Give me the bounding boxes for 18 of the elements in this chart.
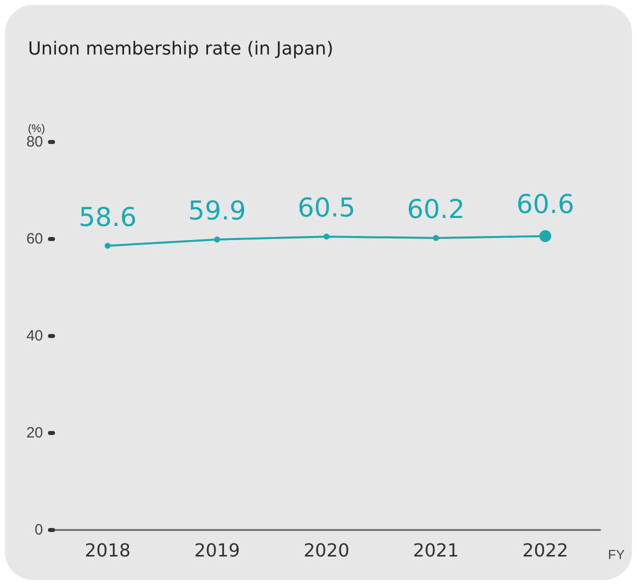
- y-tick-label: 20: [26, 424, 43, 442]
- y-tick-label: 80: [26, 134, 43, 150]
- x-tick-label: 2018: [84, 540, 131, 562]
- data-label: 60.5: [298, 194, 356, 224]
- x-axis-title: FY: [608, 547, 625, 562]
- chart-title: Union membership rate (in Japan): [28, 38, 334, 60]
- data-label: 59.9: [188, 196, 246, 226]
- y-tick-label: 40: [26, 328, 43, 344]
- x-tick-label: 2021: [412, 540, 459, 562]
- y-tick-label: 0: [34, 522, 43, 538]
- data-label: 60.6: [516, 190, 574, 220]
- x-tick-label: 2022: [522, 540, 568, 562]
- data-label: 58.6: [78, 202, 137, 233]
- x-tick-label: 2019: [194, 540, 240, 562]
- y-axis-title: (%): [28, 123, 45, 136]
- x-tick-label: 2020: [304, 540, 350, 562]
- data-label: 60.2: [406, 195, 465, 226]
- y-tick-label: 60: [26, 230, 43, 248]
